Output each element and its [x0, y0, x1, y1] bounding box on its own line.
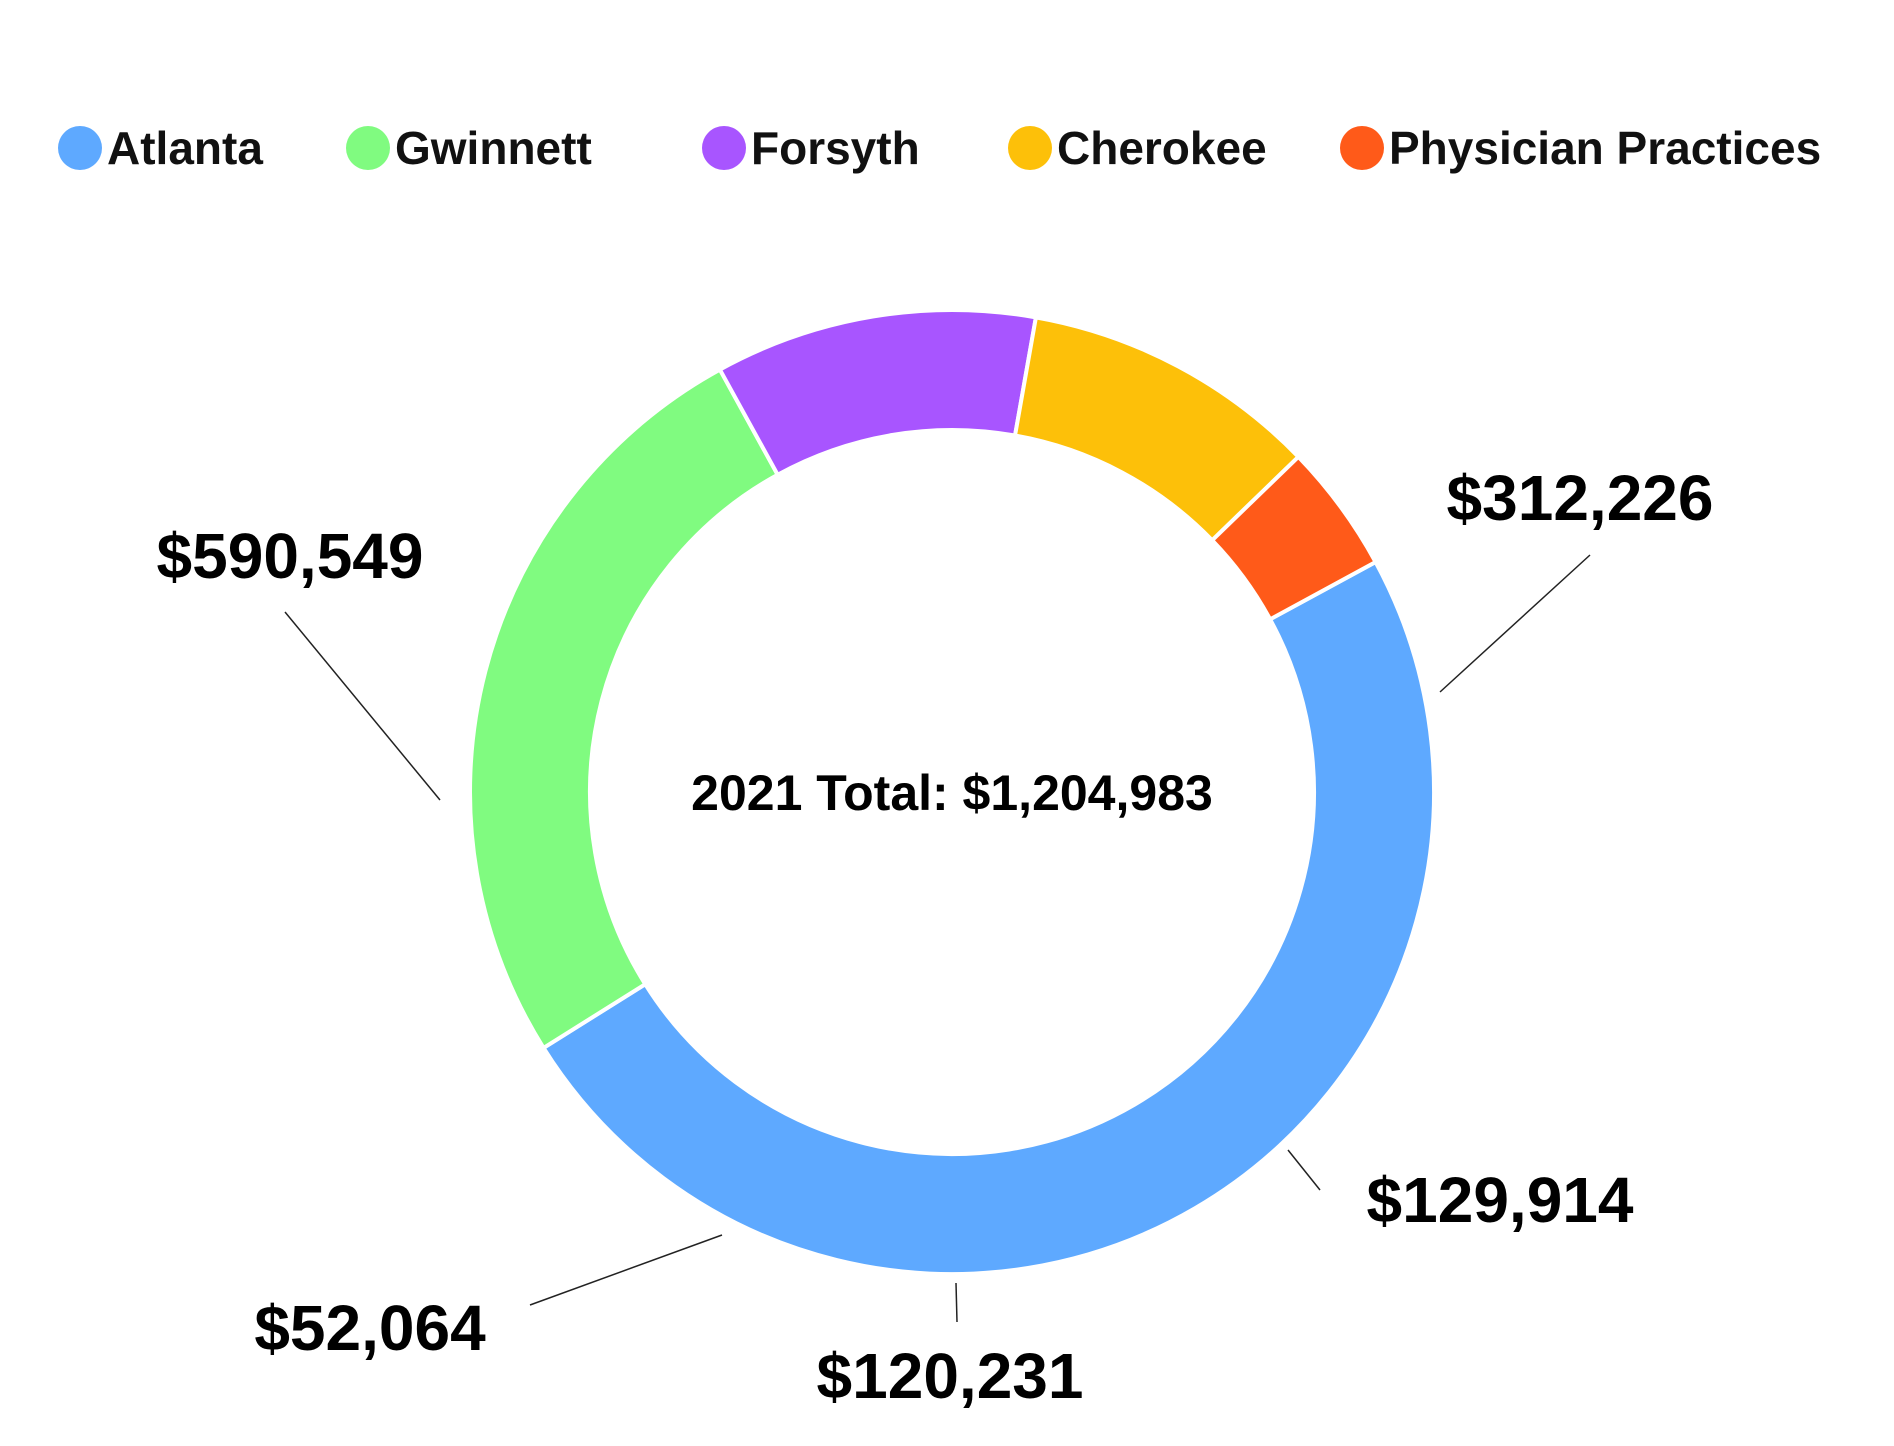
legend-swatch-atlanta: [58, 126, 102, 170]
legend-label-atlanta: Atlanta: [107, 122, 263, 174]
legend-label-gwinnett: Gwinnett: [395, 122, 592, 174]
value-label-physician-practices: $52,064: [254, 1292, 486, 1364]
value-labels: $590,549 $312,226 $129,914 $120,231 $52,064: [157, 462, 1714, 1412]
value-label-atlanta: $590,549: [157, 520, 424, 592]
leader-line-cherokee: [955, 1282, 958, 1323]
legend-swatch-gwinnett: [346, 126, 390, 170]
leader-line-gwinnett: [1439, 554, 1591, 693]
legend-label-forsyth: Forsyth: [751, 122, 920, 174]
donut-slices: [468, 308, 1436, 1277]
slice-physician-practices: [1209, 454, 1379, 622]
center-total-label: 2021 Total: $1,204,983: [691, 765, 1213, 821]
slice-gwinnett: [468, 366, 781, 1051]
leader-line-forsyth: [1287, 1149, 1321, 1191]
value-label-forsyth: $129,914: [1367, 1164, 1634, 1236]
leader-line-physician-practices: [529, 1234, 723, 1306]
slice-atlanta: [540, 559, 1436, 1277]
legend-swatch-forsyth: [702, 126, 746, 170]
leader-lines: [284, 554, 1591, 1323]
legend: Atlanta Gwinnett Forsyth Cherokee Physician …: [58, 122, 1821, 174]
legend-label-physician-practices: Physician Practices: [1389, 122, 1821, 174]
legend-swatch-physician-practices: [1340, 126, 1384, 170]
value-label-gwinnett: $312,226: [1447, 462, 1714, 534]
slice-forsyth: [717, 308, 1039, 478]
legend-label-cherokee: Cherokee: [1057, 122, 1267, 174]
value-label-cherokee: $120,231: [817, 1340, 1084, 1412]
legend-swatch-cherokee: [1008, 126, 1052, 170]
leader-line-atlanta: [284, 611, 441, 801]
